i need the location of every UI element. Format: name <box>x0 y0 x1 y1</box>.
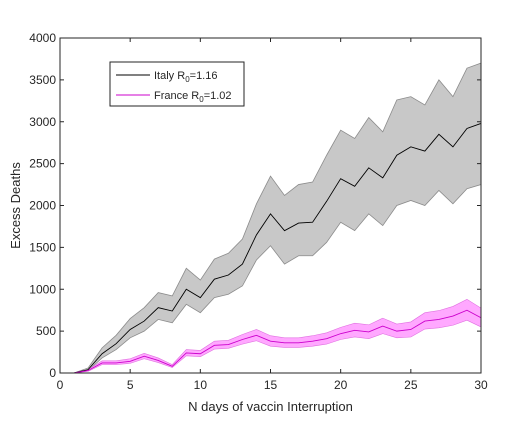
series-lines <box>73 123 482 374</box>
confidence-bands <box>73 62 482 374</box>
confidence-band-1 <box>74 299 482 373</box>
x-tick-label: 20 <box>334 378 348 392</box>
y-axis-label: Excess Deaths <box>8 162 23 249</box>
band-edge-upper-1 <box>73 298 482 374</box>
x-tick-label: 10 <box>194 378 208 392</box>
y-tick-label: 3500 <box>29 73 56 87</box>
x-tick-label: 5 <box>127 378 134 392</box>
y-tick-label: 2000 <box>29 199 56 213</box>
series-line-1 <box>73 309 482 374</box>
y-tick-label: 2500 <box>29 157 56 171</box>
series-line-0 <box>73 123 482 374</box>
band-edge-lower-1 <box>73 319 482 374</box>
y-tick-label: 500 <box>36 324 56 338</box>
y-axis-ticks: 0 500 1000 1500 2000 2500 3000 3500 4000 <box>29 31 481 380</box>
x-tick-label: 25 <box>404 378 418 392</box>
x-axis-label: N days of vaccin Interruption <box>188 399 353 414</box>
x-axis-ticks: 0 5 10 15 20 25 30 <box>57 38 488 392</box>
legend-box <box>109 61 245 107</box>
legend-label-0: Italy R0=1.16 <box>154 70 217 84</box>
y-tick-label: 0 <box>49 366 56 380</box>
x-tick-label: 30 <box>474 378 488 392</box>
x-tick-label: 15 <box>264 378 278 392</box>
legend: Italy R0=1.16 France R0=1.02 <box>109 61 245 107</box>
y-tick-label: 1000 <box>29 282 56 296</box>
x-tick-label: 0 <box>57 378 64 392</box>
legend-label-1: France R0=1.02 <box>154 90 232 104</box>
y-tick-label: 1500 <box>29 240 56 254</box>
y-tick-label: 3000 <box>29 115 56 129</box>
y-tick-label: 4000 <box>29 31 56 45</box>
